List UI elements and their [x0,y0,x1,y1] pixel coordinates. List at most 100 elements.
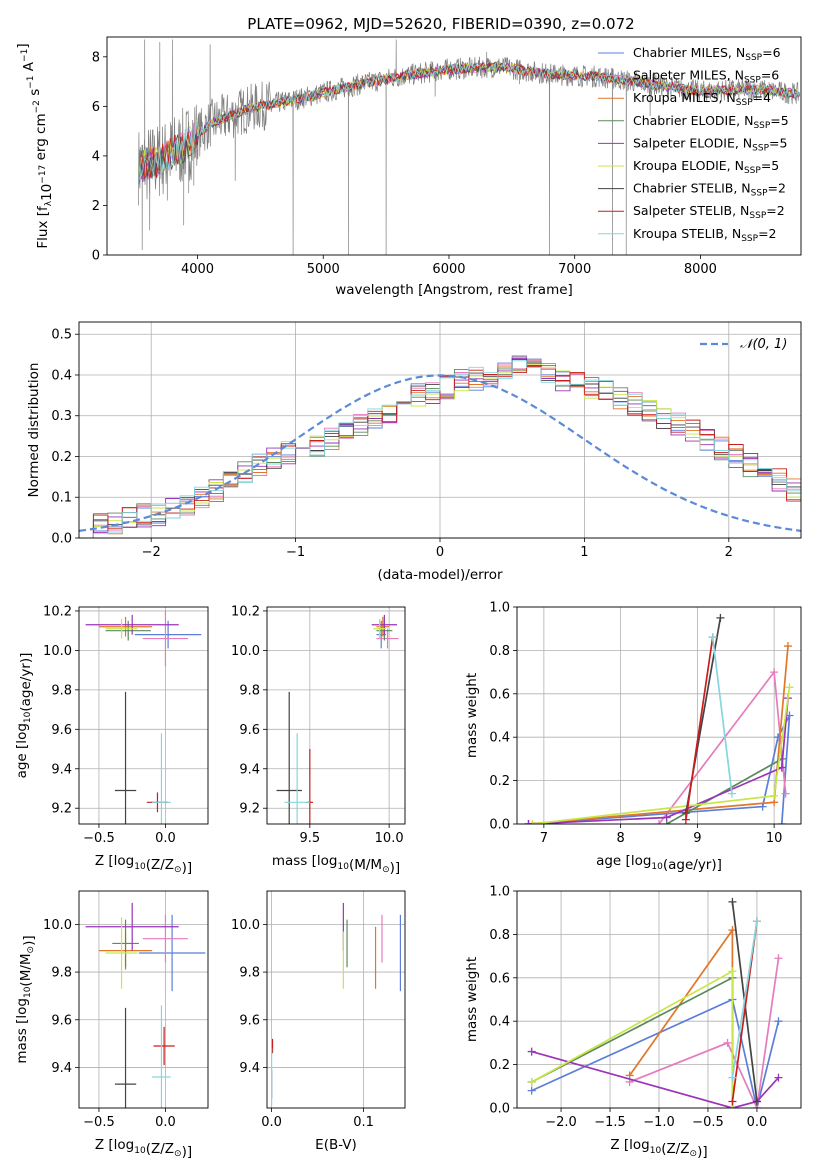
label-part: ] [15,43,31,48]
spectrum-plot-area [138,39,801,255]
label-part: (data-model)/error [377,567,503,583]
data-point [708,633,717,642]
y-tick-label: 9.4 [239,1061,260,1076]
x-tick-label: −0.5 [83,1115,115,1130]
label-part: log [114,1137,135,1153]
model-spectrum-line [138,62,800,184]
data-point [528,820,537,824]
label-part: (Z/Z [661,1141,689,1157]
legend-subscript: SSP [744,166,761,176]
x-tick-label: −1.5 [594,1115,626,1130]
chart-residuals: −2 −1 0 1 2 0.0 0.1 0.2 0.3 0.4 0.5 (data-model)/er… [26,321,802,583]
label-part: Z [ [95,853,114,869]
label-part: 10 [134,1146,146,1156]
y-tick-label: 9.2 [239,802,260,817]
legend-subscript: SSP [736,98,753,108]
y-tick-label: 0.6 [489,971,510,986]
data-point [527,1077,536,1086]
legend-subscript: SSP [741,234,758,244]
data-point [681,815,690,824]
x-tick-label: −1 [286,545,305,560]
data-point [777,763,786,772]
x-axis-label: age [log10(age/yr)] [596,853,722,873]
data-point [783,642,792,651]
label-part: Z [ [610,1137,629,1153]
x-tick-label: 0 [436,545,444,560]
x-tick-label: −0.5 [692,1115,724,1130]
legend-text: Kroupa ELODIE, N [633,158,744,173]
x-axis-label: E(B-V) [315,1137,357,1153]
data-point [728,1097,737,1106]
data-point [770,791,779,800]
label-part: −2 [32,100,42,113]
y-axis-label: Flux [fλ10−17 erg cm−2 s−1 A−1] [15,43,55,248]
label-part: ⊙ [26,946,36,954]
label-part: ⊙ [174,865,182,875]
x-axis-label: Z [log10(Z/Z⊙)] [610,1137,707,1160]
data-point [723,1038,732,1047]
legend-suffix: =5 [761,158,779,173]
y-tick-label: 0.2 [51,450,72,465]
x-tick-label: 7 [540,831,548,846]
label-part: )] [182,1144,193,1160]
normal-curve [79,374,801,532]
axes-frame [78,890,209,1109]
data-point [774,1017,783,1026]
series-line [731,921,758,1078]
y-tick-label: 0.5 [51,328,72,343]
label-part: 10 [337,862,349,872]
label-part: ⊙ [690,1149,698,1159]
y-tick-label: 10.0 [231,644,260,659]
data-point [728,967,737,976]
legend-text: Kroupa STELIB, N [633,226,741,241]
label-part: ⊙ [174,1149,182,1159]
histogram-area [79,355,801,538]
y-tick-label: 0.2 [489,1058,510,1073]
y-tick-label: 10.0 [43,644,72,659]
x-tick-label: 5000 [307,262,340,277]
y-tick-label: 0.6 [489,687,510,702]
y-tick-label: 0.2 [489,774,510,789]
chart-mass-vs-Z: −0.5 0.09.49.69.810.0Z [log10(Z/Z⊙)]mass … [14,890,209,1160]
label-part: log [629,1137,650,1153]
series-line [685,637,714,820]
label-part: −17 [38,165,48,184]
scatter-area [276,614,399,824]
legend-suffix: =2 [766,203,784,218]
x-tick-label: 8 [616,831,624,846]
label-part: mass weight [464,957,480,1042]
label-part: log [14,998,30,1019]
data-point [781,789,790,798]
x-tick-label: −2.0 [545,1115,577,1130]
label-part: −1 [26,75,36,88]
line-area [527,897,783,1108]
label-part: log [631,853,652,869]
data-point [728,897,737,906]
legend-entry: 𝒩(0, 1) [740,337,787,352]
y-tick-label: 9.8 [239,683,260,698]
label-part: ⊙ [382,865,390,875]
y-tick-label: 9.6 [51,723,72,738]
data-point [752,1097,761,1106]
legend-entry: Salpeter STELIB, NSSP=2 [633,203,785,221]
chart-age-vs-Z: −0.5 0.09.29.49.69.810.010.2Z [log10(Z/Z⊙… [14,604,209,876]
label-part: 10 [39,184,55,201]
legend-subscript: SSP [752,143,769,153]
legend-subscript: SSP [751,189,768,199]
model-spectrum-line [138,61,800,184]
label-part: age [ [14,744,30,779]
histogram-series [79,360,801,538]
y-tick-label: 1.0 [489,885,510,900]
model-spectrum-line [138,61,800,184]
chart-spectrum: 4000 5000 6000 7000 8000 0 2 4 6 8 wavelength [Ang… [15,36,802,298]
scatter-area [271,902,401,1106]
y-tick-label: 8 [92,50,100,65]
x-tick-label: 0.0 [261,1115,282,1130]
label-part: )] [697,1144,708,1160]
axes-frame [78,606,209,825]
x-tick-label: 1 [580,545,588,560]
legend-suffix: =4 [753,90,771,105]
legend-entry: Kroupa MILES, NSSP=4 [633,90,771,108]
y-tick-label: 0.0 [489,818,510,833]
